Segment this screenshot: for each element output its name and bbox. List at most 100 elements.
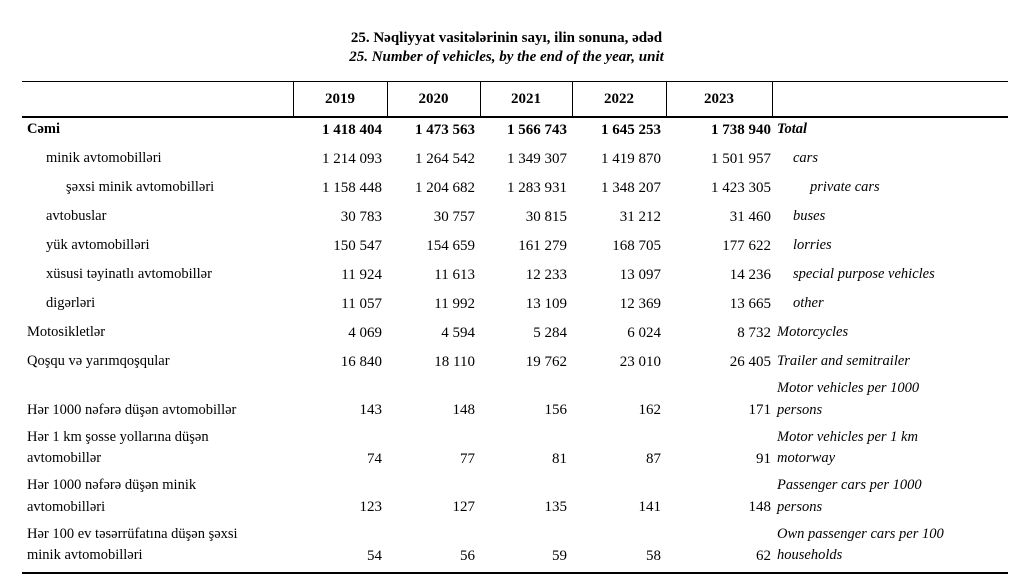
header-corner-cell-right	[771, 81, 1008, 118]
row-label-az: Hər 1000 nəfərə düşən minik avtomobillər…	[27, 477, 197, 515]
cell-value: 8 732	[737, 324, 771, 341]
cell-value: 141	[638, 499, 662, 515]
cell-value: 148	[748, 499, 772, 515]
row-label-az: şəxsi minik avtomobilləri	[66, 179, 215, 196]
cell-value: 14 236	[729, 266, 771, 283]
cell-value: 18 110	[434, 353, 475, 370]
cell-value: 59	[552, 547, 567, 564]
cell-value: 31 460	[729, 208, 771, 225]
cell-value: 81	[552, 450, 567, 467]
cell-value: 161 279	[518, 237, 567, 254]
row-label-az: minik avtomobilləri	[46, 150, 162, 167]
cell-value: 91	[756, 450, 771, 467]
row-label-az: Hər 1 km şosse yollarına düşən avtomobil…	[27, 428, 209, 467]
cell-value: 1 419 870	[601, 150, 661, 167]
cell-value: 11 992	[434, 295, 475, 312]
cell-value: 11 613	[434, 266, 475, 283]
year-header-2020: 2020	[386, 81, 480, 118]
year-header-2023: 2023	[665, 81, 772, 118]
table-row-private-cars: şəxsi minik avtomobilləri 1 158 448 1 20…	[22, 175, 1008, 204]
year-header-2021: 2021	[479, 81, 572, 118]
table-title-block: 25. Nəqliyyat vasitələrinin sayı, ilin s…	[0, 0, 1013, 67]
cell-value: 77	[460, 450, 475, 467]
row-label-en: Passenger cars per 1000 persons	[777, 477, 922, 515]
cell-value: 1 473 563	[415, 121, 475, 138]
cell-value: 168 705	[612, 237, 661, 254]
cell-value: 171	[748, 402, 772, 418]
row-label-az: Cəmi	[27, 121, 61, 138]
cell-value: 154 659	[426, 237, 475, 254]
cell-value: 162	[638, 402, 662, 418]
row-label-en: Motor vehicles per 1 km motorway	[777, 428, 918, 467]
cell-value: 16 840	[340, 353, 382, 370]
cell-value: 30 783	[340, 208, 382, 225]
cell-value: 6 024	[627, 324, 661, 341]
cell-value: 1 158 448	[322, 179, 382, 196]
year-header-2019: 2019	[292, 81, 387, 118]
cell-value: 1 283 931	[507, 179, 567, 196]
row-label-az: Qoşqu və yarımqoşqular	[27, 353, 170, 370]
row-label-az: xüsusi təyinatlı avtomobillər	[46, 266, 212, 283]
cell-value: 4 594	[441, 324, 475, 341]
cell-value: 26 405	[729, 353, 771, 370]
row-label-en: lorries	[793, 237, 832, 254]
table-header-row: 2019 2020 2021 2022 2023	[22, 81, 1008, 118]
cell-value: 150 547	[333, 237, 382, 254]
table-row-own-cars-per-100-households: Hər 100 ev təsərrüfatına düşən şəxsi min…	[22, 524, 1008, 574]
cell-value: 143	[359, 402, 383, 418]
row-label-en: Motor vehicles per 1000 persons	[777, 380, 920, 418]
row-label-en: Trailer and semitrailer	[777, 353, 910, 370]
table-row-buses: avtobuslar 30 783 30 757 30 815 31 212 3…	[22, 204, 1008, 233]
table-row-vehicles-per-km: Hər 1 km şosse yollarına düşən avtomobil…	[22, 427, 1008, 476]
cell-value: 4 069	[348, 324, 382, 341]
cell-value: 156	[544, 402, 568, 418]
cell-value: 13 097	[619, 266, 661, 283]
table-row-cars: minik avtomobilləri 1 214 093 1 264 542 …	[22, 146, 1008, 175]
cell-value: 1 214 093	[322, 150, 382, 167]
year-header-2022: 2022	[571, 81, 666, 118]
table-title-en: 25. Number of vehicles, by the end of th…	[349, 49, 664, 65]
cell-value: 62	[756, 547, 771, 564]
cell-value: 12 369	[619, 295, 661, 312]
table-row-total: Cəmi 1 418 404 1 473 563 1 566 743 1 645…	[22, 117, 1008, 146]
row-label-az: Hər 100 ev təsərrüfatına düşən şəxsi min…	[27, 525, 238, 564]
row-label-az: digərləri	[46, 295, 96, 312]
cell-value: 19 762	[525, 353, 567, 370]
cell-value: 1 348 207	[601, 179, 661, 196]
cell-value: 54	[367, 547, 382, 564]
table-row-special-purpose: xüsusi təyinatlı avtomobillər 11 924 11 …	[22, 262, 1008, 291]
cell-value: 1 501 957	[711, 150, 771, 167]
row-label-az: Motosikletlər	[27, 324, 106, 341]
row-label-az: yük avtomobilləri	[46, 237, 150, 254]
table-row-motorcycles: Motosikletlər 4 069 4 594 5 284 6 024 8 …	[22, 320, 1008, 349]
cell-value: 1 349 307	[507, 150, 567, 167]
cell-value: 1 645 253	[601, 121, 661, 138]
row-label-en: other	[793, 295, 824, 312]
cell-value: 1 738 940	[711, 121, 771, 138]
cell-value: 177 622	[722, 237, 771, 254]
table-row-passenger-cars-per-1000: Hər 1000 nəfərə düşən minik avtomobillər…	[22, 475, 1008, 524]
cell-value: 13 665	[729, 295, 771, 312]
cell-value: 30 815	[525, 208, 567, 225]
cell-value: 1 418 404	[322, 121, 382, 138]
table-row-trailers: Qoşqu və yarımqoşqular 16 840 18 110 19 …	[22, 349, 1008, 378]
row-label-en: Motorcycles	[777, 324, 849, 341]
header-corner-cell-left	[22, 81, 293, 118]
cell-value: 1 566 743	[507, 121, 567, 138]
row-label-en: Own passenger cars per 100 households	[777, 525, 944, 564]
cell-value: 11 924	[341, 266, 382, 283]
cell-value: 123	[359, 499, 383, 515]
row-label-en: cars	[793, 150, 818, 167]
row-label-en: private cars	[810, 179, 880, 196]
table-title-az: 25. Nəqliyyat vasitələrinin sayı, ilin s…	[350, 30, 663, 46]
vehicles-table: 2019 2020 2021 2022 2023 Cəmi 1 418 404 …	[22, 81, 1008, 574]
row-label-en: buses	[793, 208, 826, 225]
cell-value: 74	[367, 450, 382, 467]
cell-value: 13 109	[525, 295, 567, 312]
table-row-vehicles-per-1000: Hər 1000 nəfərə düşən avtomobillər 143 1…	[22, 378, 1008, 427]
row-label-en: special purpose vehicles	[793, 266, 935, 283]
cell-value: 56	[460, 547, 475, 564]
cell-value: 5 284	[533, 324, 567, 341]
cell-value: 12 233	[525, 266, 567, 283]
